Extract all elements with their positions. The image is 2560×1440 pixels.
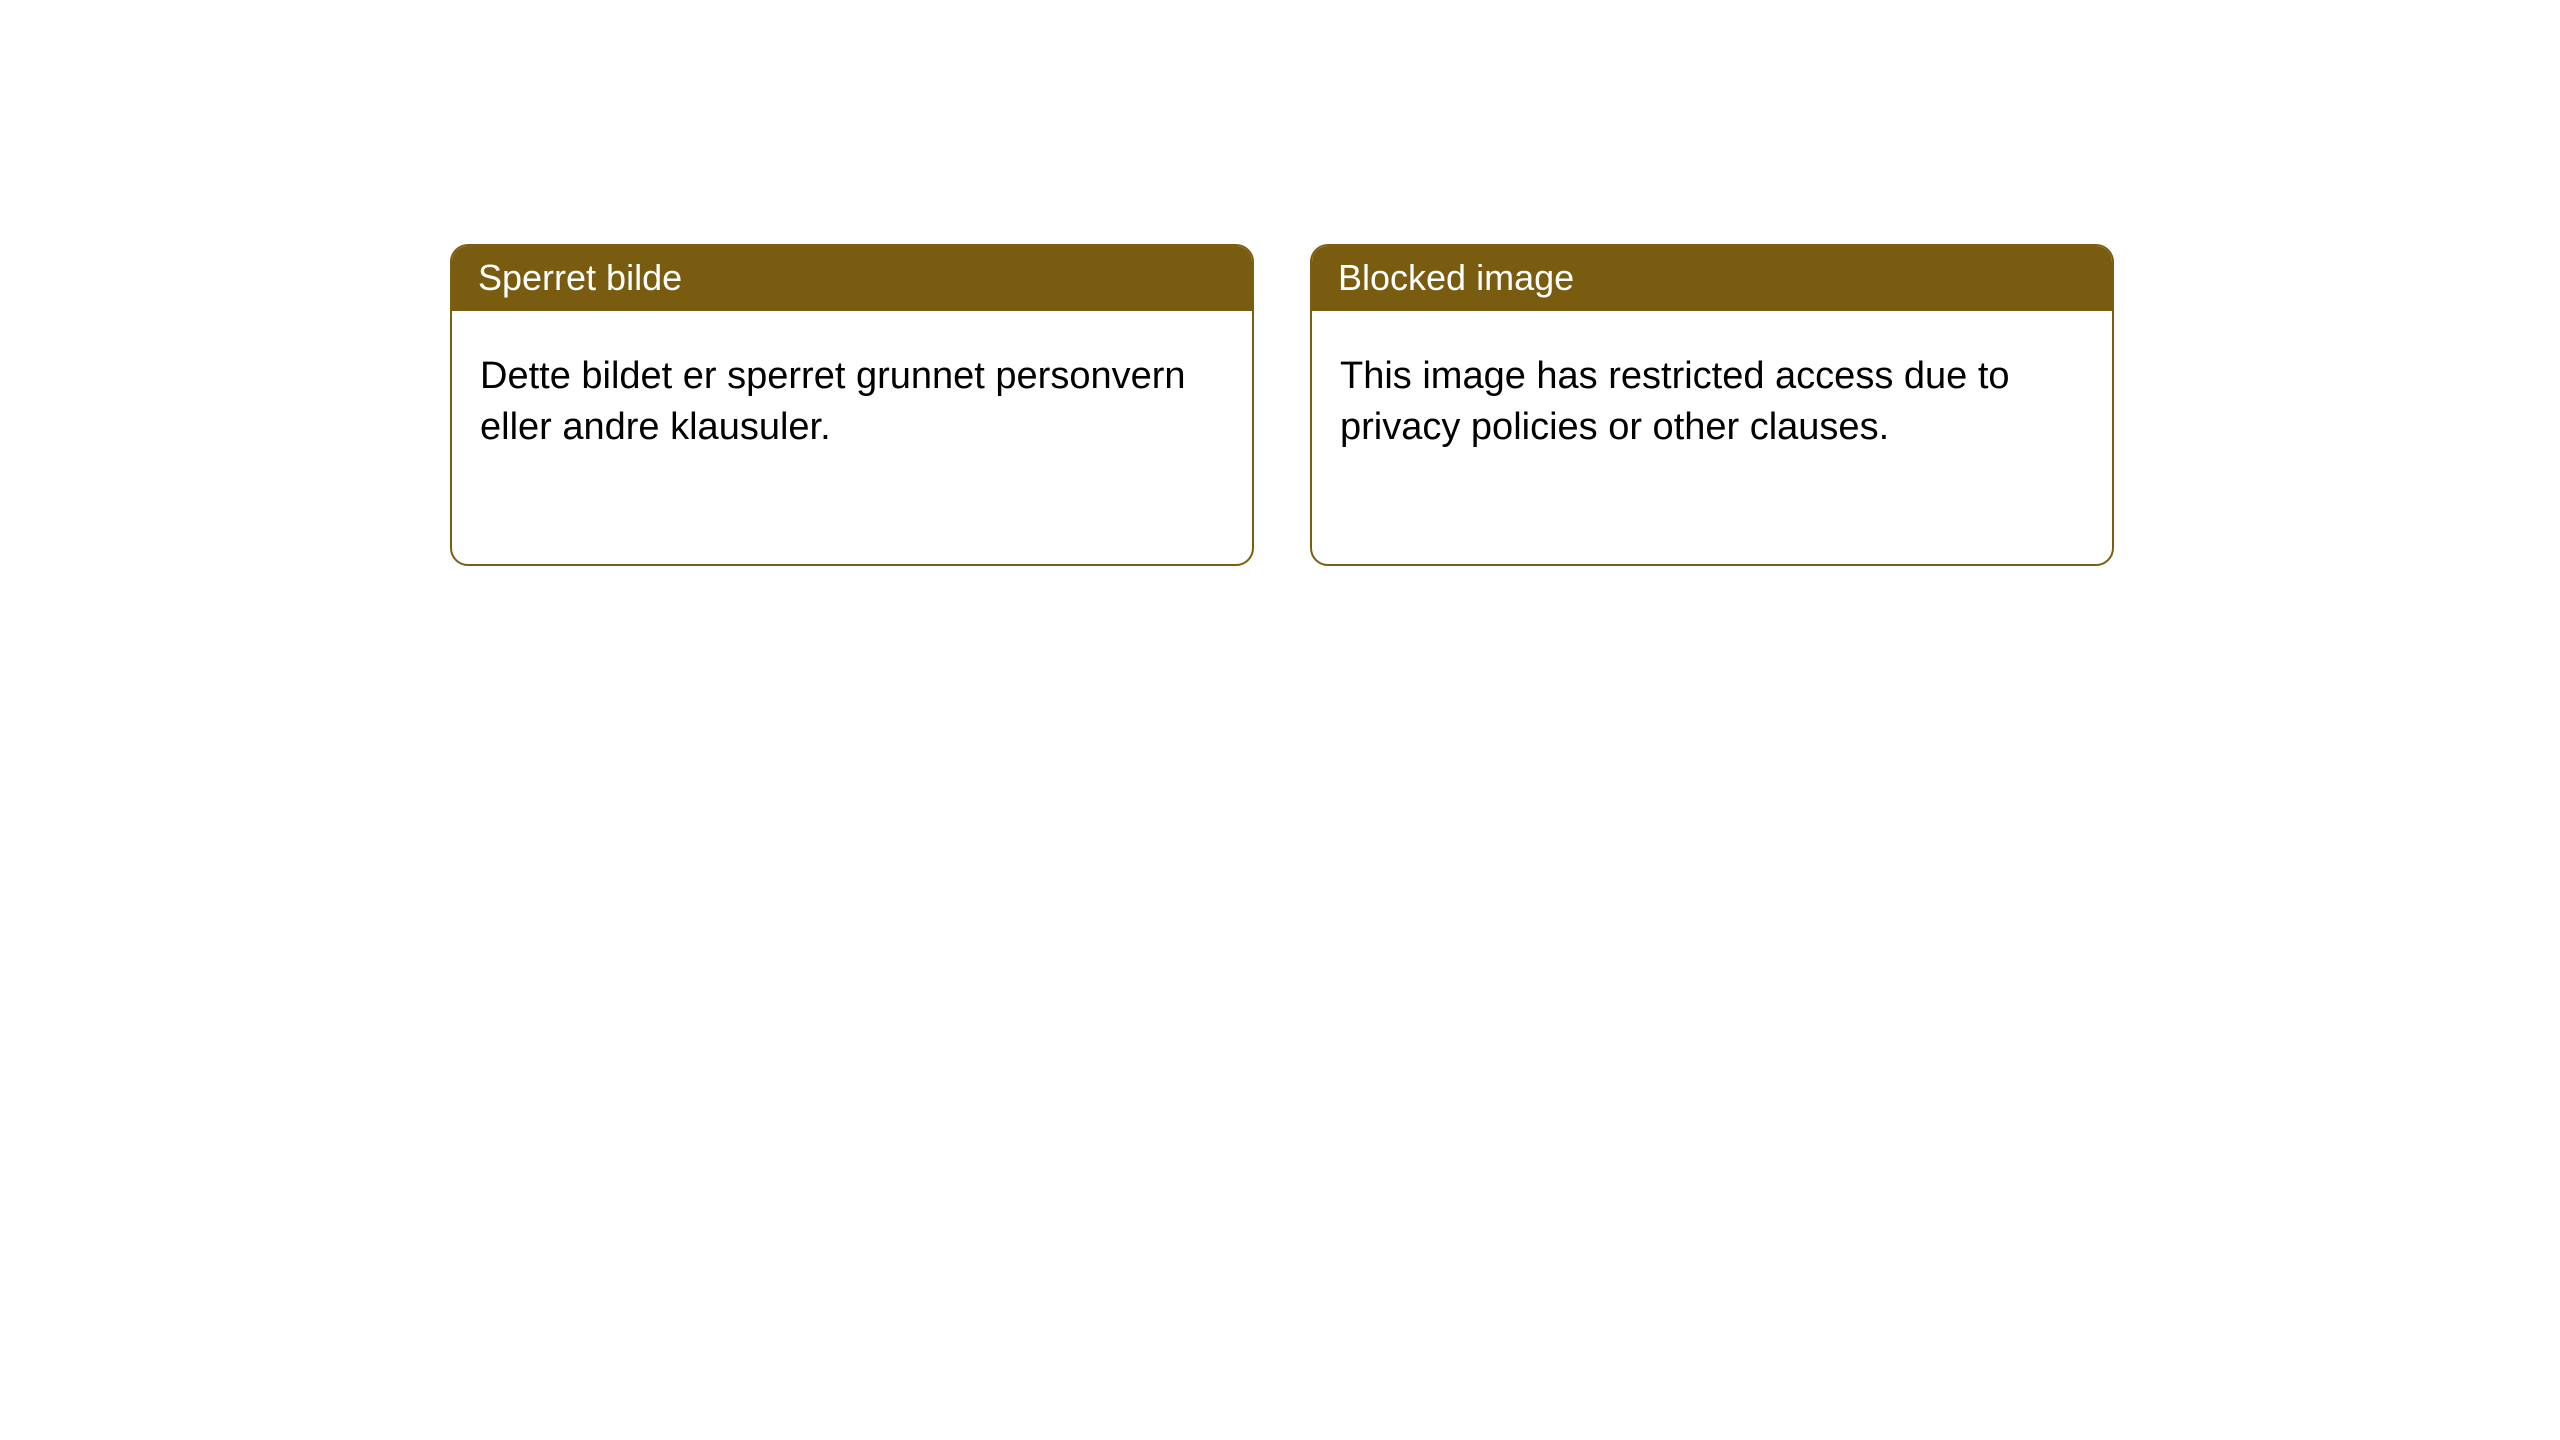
notice-container: Sperret bilde Dette bildet er sperret gr… bbox=[0, 0, 2560, 566]
notice-title: Blocked image bbox=[1338, 257, 1574, 298]
notice-message: This image has restricted access due to … bbox=[1340, 355, 2010, 448]
notice-message: Dette bildet er sperret grunnet personve… bbox=[480, 355, 1186, 448]
notice-header: Sperret bilde bbox=[452, 246, 1252, 311]
notice-body: This image has restricted access due to … bbox=[1312, 311, 2112, 564]
notice-header: Blocked image bbox=[1312, 246, 2112, 311]
notice-title: Sperret bilde bbox=[478, 257, 682, 298]
notice-card-norwegian: Sperret bilde Dette bildet er sperret gr… bbox=[450, 244, 1254, 566]
notice-card-english: Blocked image This image has restricted … bbox=[1310, 244, 2114, 566]
notice-body: Dette bildet er sperret grunnet personve… bbox=[452, 311, 1252, 564]
